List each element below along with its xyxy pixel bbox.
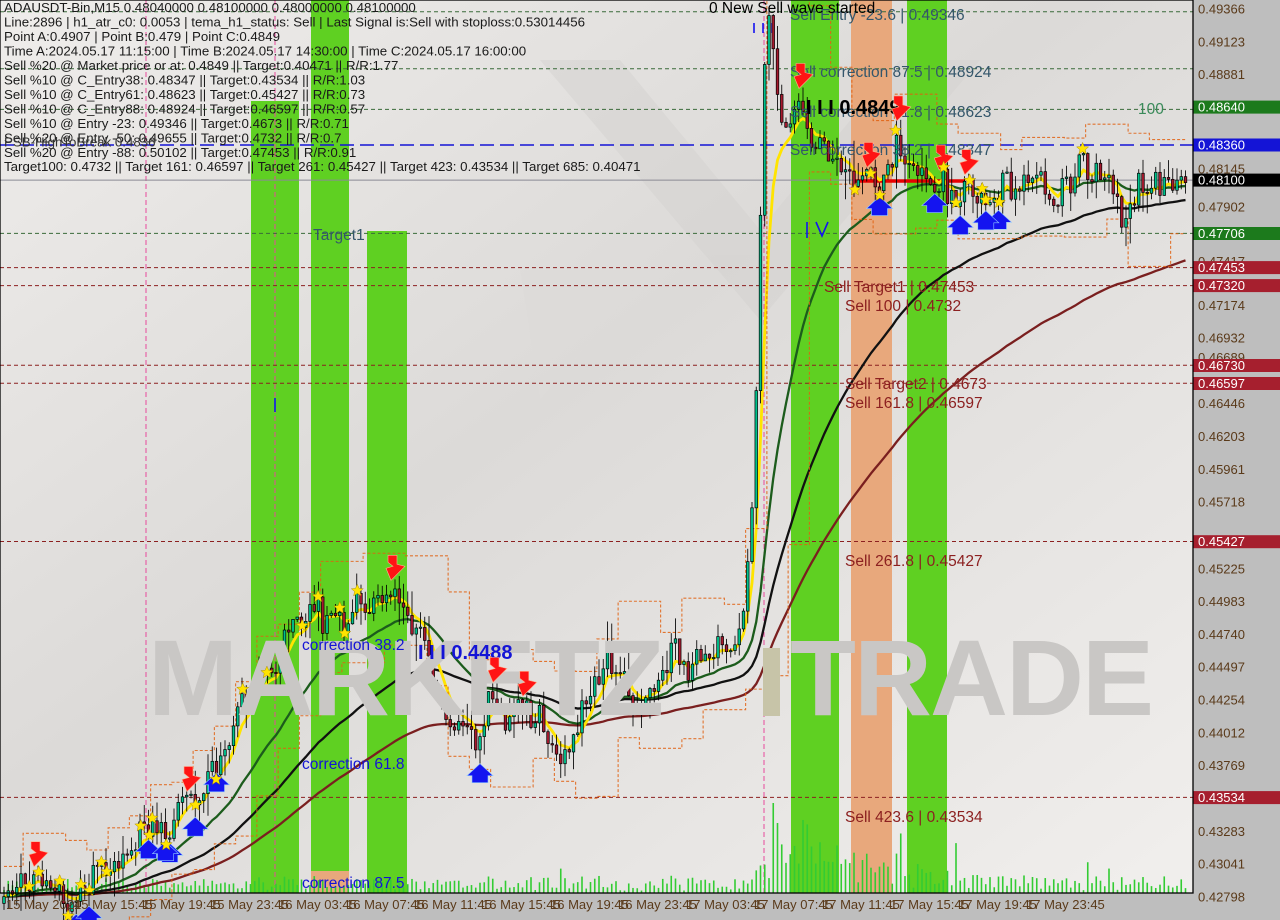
svg-text:correction 38.2: correction 38.2 (302, 637, 405, 654)
svg-text:Sell correction 87.5 | 0.48924: Sell correction 87.5 | 0.48924 (790, 64, 992, 81)
svg-text:0.44983: 0.44983 (1198, 594, 1245, 609)
svg-text:Sell Target2 | 0.4673: Sell Target2 | 0.4673 (845, 376, 987, 393)
svg-text:15 May 2024: 15 May 2024 (6, 897, 81, 912)
svg-text:Time A:2024.05.17 11:15:00 | T: Time A:2024.05.17 11:15:00 | Time B:2024… (4, 44, 526, 59)
svg-text:0.47453: 0.47453 (1198, 260, 1245, 275)
svg-text:0.43041: 0.43041 (1198, 857, 1245, 872)
svg-text:Sell %10 @ C_Entry88: 0.48924: Sell %10 @ C_Entry88: 0.48924 || Target:… (4, 102, 365, 117)
svg-text:Point A:0.4907 | Point B:0.479: Point A:0.4907 | Point B:0.479 | Point C… (4, 29, 280, 44)
svg-text:0.49123: 0.49123 (1198, 34, 1245, 49)
svg-text:0.46932: 0.46932 (1198, 331, 1245, 346)
svg-text:17 May 15:45: 17 May 15:45 (890, 897, 969, 912)
svg-text:Line:2896 | h1_atr_c0: 0.0053: Line:2896 | h1_atr_c0: 0.0053 | tema_h1_… (4, 15, 585, 30)
svg-text:17 May 03:45: 17 May 03:45 (686, 897, 765, 912)
svg-text:0.43769: 0.43769 (1198, 758, 1245, 773)
svg-text:correction 87.5: correction 87.5 (302, 875, 405, 892)
svg-text:Sell 100 | 0.4732: Sell 100 | 0.4732 (845, 298, 961, 315)
svg-text:TRADE: TRADE (790, 617, 1152, 738)
svg-text:16 May 23:45: 16 May 23:45 (618, 897, 697, 912)
svg-text:17 May 07:45: 17 May 07:45 (754, 897, 833, 912)
svg-text:16 May 03:45: 16 May 03:45 (278, 897, 357, 912)
svg-text:100: 100 (1138, 101, 1164, 118)
svg-text:Sell %10 @ C_Entry38: 0.48347: Sell %10 @ C_Entry38: 0.48347 || Target:… (4, 73, 365, 88)
svg-text:0.45427: 0.45427 (1198, 534, 1245, 549)
svg-text:0.45225: 0.45225 (1198, 561, 1245, 576)
svg-text:0.49366: 0.49366 (1198, 2, 1245, 17)
svg-text:0.43283: 0.43283 (1198, 824, 1245, 839)
svg-text:PSB-HighToBreak 0.4836: PSB-HighToBreak 0.4836 (4, 135, 156, 150)
svg-text:0.45961: 0.45961 (1198, 462, 1245, 477)
svg-text:0.45718: 0.45718 (1198, 495, 1245, 510)
svg-text:correction 61.8: correction 61.8 (302, 756, 405, 773)
svg-text:MARKETZ: MARKETZ (148, 617, 662, 738)
svg-text:I I I 0.4849: I I I 0.4849 (806, 97, 901, 119)
svg-text:0.46597: 0.46597 (1198, 376, 1245, 391)
svg-text:Sell 261.8 | 0.45427: Sell 261.8 | 0.45427 (845, 553, 983, 570)
svg-text:0.47706: 0.47706 (1198, 226, 1245, 241)
svg-text:Sell correction 38.2 | 0.48347: Sell correction 38.2 | 0.48347 (790, 142, 991, 159)
svg-text:Sell %10 @ Entry -23: 0.49346: Sell %10 @ Entry -23: 0.49346 || Target:… (4, 116, 349, 131)
svg-text:Sell 423.6 | 0.43534: Sell 423.6 | 0.43534 (845, 809, 983, 826)
svg-text:Sell %10 @ C_Entry61: 0.48623: Sell %10 @ C_Entry61: 0.48623 || Target:… (4, 87, 365, 102)
svg-text:16 May 15:45: 16 May 15:45 (482, 897, 561, 912)
svg-text:17 May 19:45: 17 May 19:45 (958, 897, 1037, 912)
svg-text:0.47174: 0.47174 (1198, 298, 1245, 313)
svg-text:0.48881: 0.48881 (1198, 67, 1245, 82)
svg-text:Sell Target1 | 0.47453: Sell Target1 | 0.47453 (824, 279, 974, 296)
svg-text:16 May 11:45: 16 May 11:45 (414, 897, 492, 912)
svg-text:15 May 19:45: 15 May 19:45 (142, 897, 221, 912)
svg-text:0.44012: 0.44012 (1198, 725, 1245, 740)
svg-text:0.47320: 0.47320 (1198, 278, 1245, 293)
svg-text:0.46730: 0.46730 (1198, 358, 1245, 373)
svg-text:0.48640: 0.48640 (1198, 100, 1245, 115)
svg-text:Target1: Target1 (313, 227, 365, 244)
svg-text:0.48100: 0.48100 (1198, 173, 1245, 188)
svg-text:16 May 07:45: 16 May 07:45 (346, 897, 425, 912)
svg-text:0.46446: 0.46446 (1198, 396, 1245, 411)
svg-text:0 New Sell wave started: 0 New Sell wave started (709, 0, 875, 17)
svg-text:0.43534: 0.43534 (1198, 790, 1245, 805)
svg-text:ADAUSDT-Bin,M15 0.48040000 0.: ADAUSDT-Bin,M15 0.48040000 0.48100000 0.… (4, 0, 416, 15)
svg-text:0.46203: 0.46203 (1198, 429, 1245, 444)
svg-text:0.48360: 0.48360 (1198, 138, 1245, 153)
svg-text:0.42798: 0.42798 (1198, 889, 1245, 904)
svg-text:17 May 11:45: 17 May 11:45 (822, 897, 900, 912)
svg-text:0.47902: 0.47902 (1198, 199, 1245, 214)
svg-text:0.44497: 0.44497 (1198, 660, 1245, 675)
svg-text:Sell %20 @ Market price or at:: Sell %20 @ Market price or at: 0.4849 ||… (4, 58, 398, 73)
svg-text:16 May 19:45: 16 May 19:45 (550, 897, 629, 912)
svg-text:0.44254: 0.44254 (1198, 693, 1245, 708)
svg-text:Sell 161.8 | 0.46597: Sell 161.8 | 0.46597 (845, 395, 983, 412)
svg-text:0.44740: 0.44740 (1198, 627, 1245, 642)
svg-text:15 May 15:45: 15 May 15:45 (74, 897, 153, 912)
svg-text:17 May 23:45: 17 May 23:45 (1026, 897, 1105, 912)
svg-text:Target100: 0.4732 || Target 16: Target100: 0.4732 || Target 161: 0.46597… (4, 159, 641, 174)
svg-text:15 May 23:45: 15 May 23:45 (210, 897, 289, 912)
